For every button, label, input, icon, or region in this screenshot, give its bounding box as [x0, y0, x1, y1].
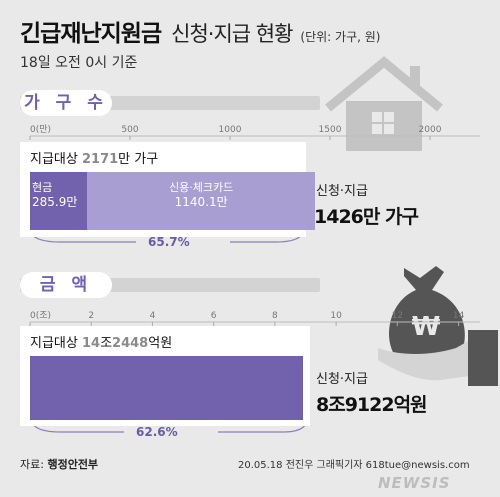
axis-households: 0(만) 500 1000 1500 2000	[29, 124, 480, 140]
section-label-text: 금 액	[39, 275, 93, 295]
total-prefix: 지급대상	[30, 152, 78, 167]
bar-segment-cash	[30, 172, 88, 230]
total-suffix: 만 가구	[118, 152, 159, 167]
tick-label: 10	[330, 311, 342, 321]
subtitle: 18일 오전 0시 기준	[20, 55, 138, 71]
tick-label: 500	[121, 125, 138, 135]
total-amount: 지급대상 14조2448억원	[30, 332, 172, 351]
segment-name: 신용·체크카드	[169, 181, 234, 194]
svg-text:₩: ₩	[412, 312, 441, 342]
total-value-hundred-million: 2448	[112, 336, 149, 351]
total-mid: 조	[100, 336, 113, 351]
credit-line: 20.05.18 전진우 그래픽기자 618tue@newsis.com	[238, 460, 470, 471]
percent-households: 65.7%	[148, 235, 190, 249]
total-households: 지급대상 2171만 가구	[30, 148, 158, 167]
page-title: 긴급재난지원금	[20, 21, 162, 47]
page-title-sub: 신청·지급 현황	[171, 22, 293, 46]
total-suffix: 억원	[148, 336, 173, 351]
tick-label: 1500	[319, 125, 342, 135]
tick-label: 4	[150, 311, 156, 321]
tick-label: 2	[88, 311, 94, 321]
tick-label: 6	[211, 311, 217, 321]
tick-label: 1000	[219, 125, 242, 135]
tick-label: 0(조)	[30, 311, 51, 321]
total-value: 2171	[81, 152, 119, 167]
house-icon	[325, 56, 443, 151]
source-line: 자료: 행정안전부	[20, 456, 98, 472]
bar-segment-card	[87, 172, 316, 230]
source-prefix: 자료:	[20, 458, 44, 471]
axis-amount: 0(조) 2 4 6 8 10 12 14	[29, 311, 480, 326]
section-label-households: 가 구 수	[20, 90, 112, 116]
segment-value: 1140.1만	[174, 195, 228, 209]
segment-name: 현금	[32, 181, 53, 194]
result-value-households: 1426만 가구	[314, 206, 419, 228]
section-label-amount: 금 액	[20, 272, 112, 298]
result-label-households: 신청·지급	[316, 184, 368, 199]
section-label-text: 가 구 수	[24, 93, 108, 113]
tick-label: 8	[272, 311, 278, 321]
result-value-amount: 8조9122억원	[316, 394, 428, 416]
percent-amount: 62.6%	[136, 425, 178, 439]
segment-label-card: 신용·체크카드 1140.1만	[87, 180, 315, 210]
bar-segment-amount	[30, 356, 303, 420]
hand-icon	[378, 330, 498, 386]
tick-label: 12	[392, 311, 403, 321]
unit-label: (단위: 가구, 원)	[300, 30, 381, 44]
tick-label: 0(만)	[30, 124, 51, 135]
tick-label: 14	[453, 311, 465, 321]
total-value-trillion: 14	[81, 336, 101, 351]
money-bag-icon: ₩	[389, 266, 465, 366]
segment-label-cash: 현금 285.9만	[32, 180, 77, 210]
watermark: NEWSIS	[378, 474, 451, 492]
title-row: 긴급재난지원금 신청·지급 현황 (단위: 가구, 원)	[20, 14, 380, 48]
tick-label: 2000	[419, 125, 442, 135]
source-name: 행정안전부	[47, 458, 99, 471]
segment-value: 285.9만	[32, 195, 78, 209]
result-label-amount: 신청·지급	[316, 372, 368, 387]
total-prefix: 지급대상	[30, 336, 78, 351]
